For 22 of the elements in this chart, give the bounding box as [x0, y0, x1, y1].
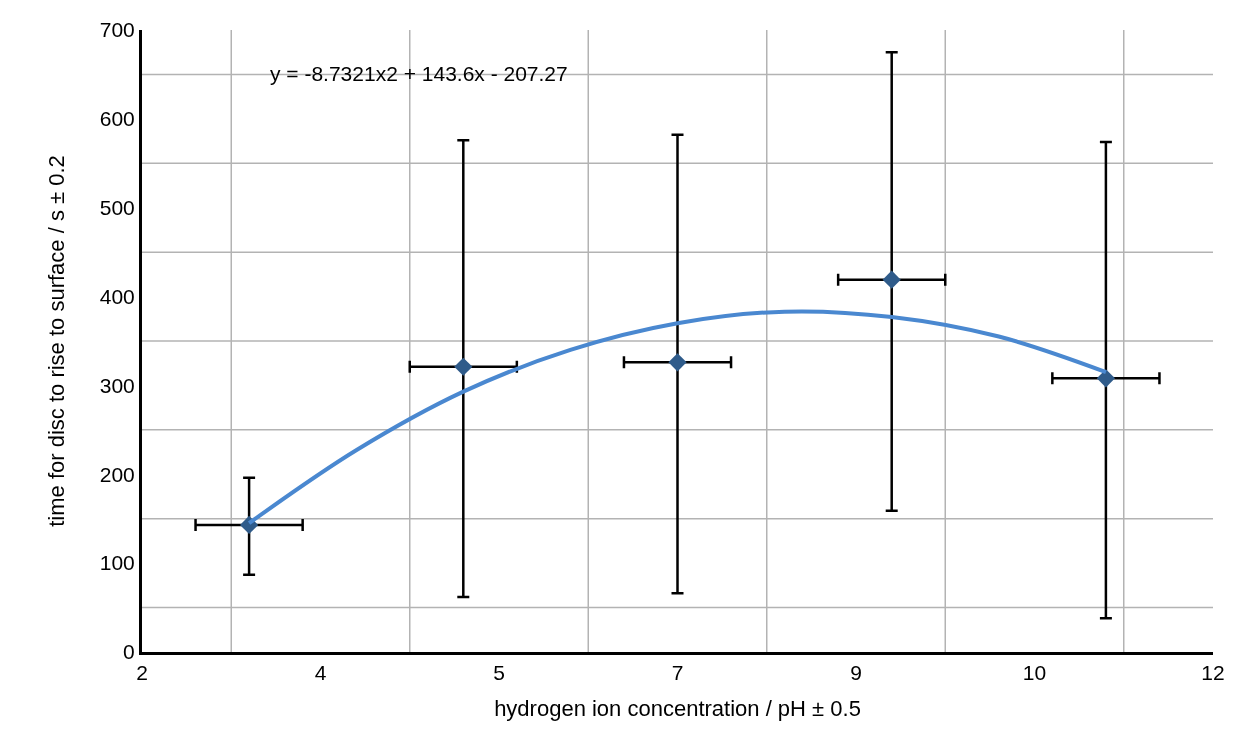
x-tick-label: 2	[136, 661, 148, 685]
x-tick-label: 4	[314, 661, 327, 685]
y-tick-label: 200	[99, 462, 135, 486]
x-tick-label: 5	[493, 661, 505, 685]
y-axis-title: time for disc to rise to surface / s ± 0.2	[43, 155, 69, 527]
y-tick-label: 300	[99, 373, 135, 397]
x-tick-label: 10	[1022, 661, 1047, 685]
y-tick-label: 400	[99, 284, 135, 308]
x-axis-title: hydrogen ion concentration / pH ± 0.5	[494, 696, 861, 722]
annotation: y = -8.7321x2 + 143.6x - 207.27	[270, 62, 568, 85]
x-tick-label: 12	[1201, 661, 1225, 685]
point	[1096, 369, 1115, 388]
y-tick-label: 600	[99, 107, 135, 131]
y-tick-label: 500	[99, 196, 135, 220]
point	[454, 357, 473, 376]
y-tick-label: 100	[99, 551, 135, 575]
x-tick-label: 9	[850, 661, 862, 685]
y-tick-label: 700	[99, 18, 135, 42]
y-tick-label: 0	[123, 640, 135, 664]
x-tick-label: 7	[671, 661, 684, 685]
point	[882, 270, 901, 289]
point	[668, 353, 687, 372]
